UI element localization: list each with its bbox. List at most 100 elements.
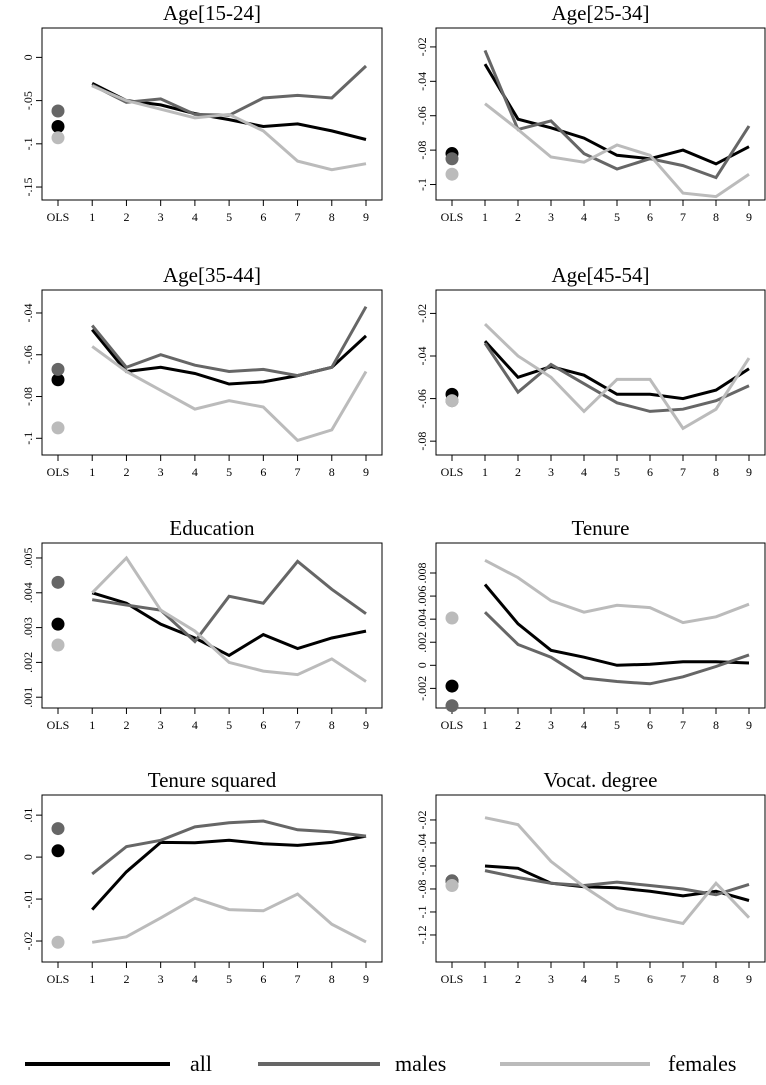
x-tick-label: 8 (329, 718, 335, 732)
x-tick-label: 6 (647, 465, 653, 479)
x-tick-label: 2 (515, 972, 521, 986)
y-tick-label: .004 (415, 609, 429, 630)
series-line (91, 81, 367, 141)
x-tick-label: 6 (647, 210, 653, 224)
series-line (483, 342, 750, 413)
ols-point (445, 699, 459, 713)
series-line (484, 869, 750, 897)
x-tick-label: 4 (192, 465, 198, 479)
series-line (484, 558, 750, 625)
ols-point (51, 421, 65, 435)
x-tick-label: 3 (158, 718, 164, 732)
y-tick-label: -.1 (21, 137, 35, 150)
x-tick-label: 5 (614, 972, 620, 986)
x-tick-label: OLS (47, 718, 70, 732)
y-tick-label: -.02 (415, 810, 429, 829)
y-tick-label: -.06 (415, 856, 429, 875)
x-tick-label: 2 (515, 210, 521, 224)
x-tick-label: 7 (295, 972, 301, 986)
plot-frame (435, 289, 766, 456)
x-tick-label: 3 (548, 210, 554, 224)
x-tick-label: 7 (295, 465, 301, 479)
x-tick-label: 9 (746, 210, 752, 224)
x-tick-label: 7 (680, 972, 686, 986)
plot-frame (435, 542, 766, 709)
y-tick-label: -.12 (415, 925, 429, 944)
x-tick-label: 1 (482, 210, 488, 224)
x-tick-label: 6 (260, 718, 266, 732)
ols-point (445, 167, 459, 181)
x-tick-label: OLS (47, 972, 70, 986)
x-tick-label: 2 (515, 718, 521, 732)
y-tick-label: -.06 (415, 389, 429, 408)
x-tick-label: 3 (158, 210, 164, 224)
panel-title: Age[25-34] (552, 1, 650, 25)
ols-point (51, 844, 65, 858)
series-line (91, 591, 367, 658)
series-line (91, 84, 367, 172)
y-tick-label: -.06 (415, 106, 429, 125)
y-tick-label: -.08 (415, 432, 429, 451)
x-tick-label: 1 (482, 972, 488, 986)
legend-label: males (395, 1051, 446, 1076)
plot-frame (435, 794, 766, 963)
x-tick-label: 3 (158, 465, 164, 479)
x-tick-label: 9 (363, 718, 369, 732)
y-tick-label: -.01 (21, 890, 35, 909)
x-tick-label: OLS (441, 465, 464, 479)
series-line (91, 305, 368, 378)
series-line (483, 323, 751, 431)
plot-frame (41, 542, 383, 709)
x-tick-label: 9 (746, 718, 752, 732)
x-tick-label: 9 (746, 465, 752, 479)
y-tick-label: .004 (21, 582, 35, 603)
x-tick-label: 7 (680, 210, 686, 224)
ols-point (51, 104, 65, 118)
panel-title: Tenure squared (148, 768, 277, 792)
ols-point (51, 575, 65, 589)
plot-frame (41, 27, 383, 201)
y-tick-label: -.04 (21, 303, 35, 322)
x-tick-label: 8 (713, 465, 719, 479)
x-tick-label: 3 (158, 972, 164, 986)
y-tick-label: .01 (21, 808, 35, 823)
x-tick-label: 3 (548, 972, 554, 986)
plot-frame (41, 794, 383, 963)
panel-title: Age[35-44] (163, 263, 261, 287)
ols-point (445, 879, 459, 893)
x-tick-label: 5 (226, 972, 232, 986)
x-tick-label: 3 (548, 465, 554, 479)
x-tick-label: 8 (329, 210, 335, 224)
x-tick-label: 2 (123, 718, 129, 732)
x-tick-label: 9 (363, 210, 369, 224)
series-line (483, 49, 751, 180)
legend-label: females (668, 1051, 736, 1076)
x-tick-label: 6 (647, 972, 653, 986)
x-tick-label: OLS (441, 718, 464, 732)
x-tick-label: 8 (329, 465, 335, 479)
ols-point (51, 822, 65, 836)
x-tick-label: 6 (647, 718, 653, 732)
x-tick-label: OLS (47, 465, 70, 479)
y-tick-label: .003 (21, 617, 35, 638)
x-tick-label: 2 (123, 210, 129, 224)
y-tick-label: .008 (415, 563, 429, 584)
legend-label: all (190, 1051, 212, 1076)
y-tick-label: -.08 (415, 141, 429, 160)
y-tick-label: .002 (415, 632, 429, 653)
series-line (483, 611, 750, 686)
ols-point (51, 638, 65, 652)
x-tick-label: 7 (295, 718, 301, 732)
x-tick-label: 2 (123, 972, 129, 986)
x-tick-label: 5 (614, 465, 620, 479)
x-tick-label: 7 (295, 210, 301, 224)
x-tick-label: 5 (226, 210, 232, 224)
series-line (483, 63, 750, 166)
y-tick-label: -.02 (415, 37, 429, 56)
ols-point (445, 679, 459, 693)
y-tick-label: -.05 (21, 91, 35, 110)
x-tick-label: OLS (47, 210, 70, 224)
series-line (91, 345, 368, 443)
x-tick-label: 6 (260, 465, 266, 479)
y-tick-label: -.06 (21, 345, 35, 364)
